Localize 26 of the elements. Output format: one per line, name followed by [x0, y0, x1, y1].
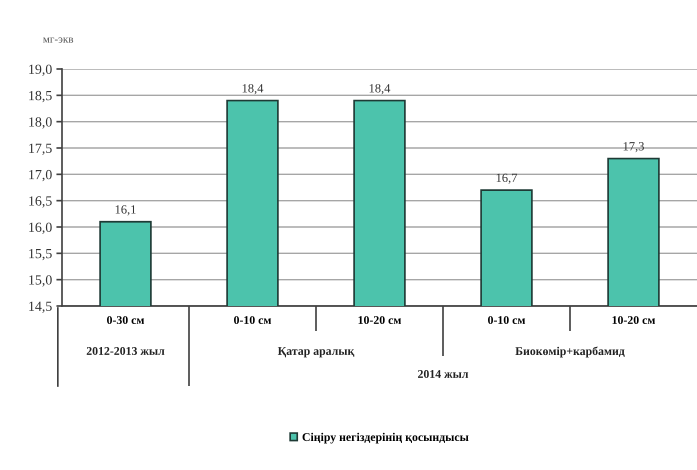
- text: Биокөмір+карбамид: [515, 346, 625, 358]
- legend-label: Сіңіру негіздерінің қосындысы: [302, 432, 469, 444]
- y-tick-label: 18,0: [29, 117, 52, 129]
- y-tick-label: 17,0: [29, 170, 52, 182]
- y-tick-label: 19,0: [29, 64, 52, 76]
- text: 2014 жыл: [418, 370, 468, 378]
- y-tick-label: 15,0: [29, 275, 52, 287]
- x-tick-label: 0-30 см: [107, 316, 144, 324]
- data-label: 16,1: [116, 205, 136, 216]
- text: Қатар аралық: [278, 347, 354, 358]
- data-label: 18,4: [242, 84, 264, 94]
- data-label: 16,7: [496, 174, 518, 184]
- x-tick-label: 10-20 см: [612, 316, 656, 324]
- y-tick-label: 17,5: [29, 144, 52, 155]
- y-tick-label: 15,5: [29, 248, 52, 260]
- y-tick-label: 18,5: [29, 90, 52, 102]
- y-tick-label: 16,0: [29, 222, 52, 234]
- y-axis-title: мг-экв: [43, 37, 74, 43]
- data-label: 18,4: [370, 84, 390, 94]
- text: 2012-2013 жыл: [86, 346, 164, 355]
- data-label: 17,3: [624, 142, 644, 152]
- x-tick-label: 0-10 см: [234, 316, 272, 324]
- y-tick-label: 14,5: [29, 302, 52, 313]
- x-tick-label: 10-20 см: [358, 316, 402, 324]
- y-tick-label: 16,5: [29, 196, 52, 208]
- x-tick-label: 0-10 см: [488, 316, 526, 324]
